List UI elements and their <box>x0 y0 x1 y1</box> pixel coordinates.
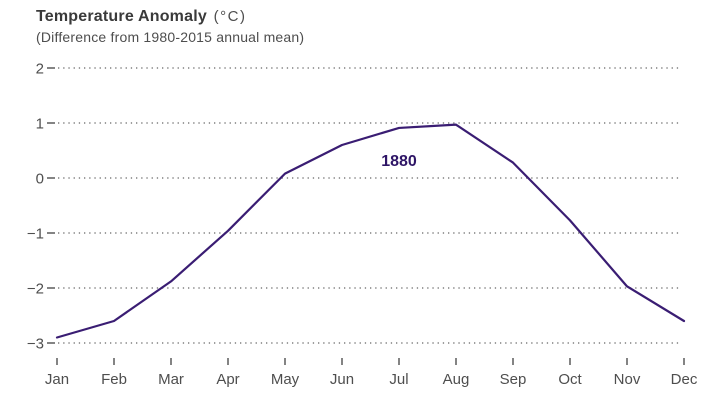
y-axis-label: 1 <box>36 115 44 132</box>
y-axis-label: −2 <box>27 280 44 297</box>
x-axis-label: Sep <box>500 371 527 388</box>
x-axis-label: Apr <box>216 371 239 388</box>
y-axis-label: −3 <box>27 335 44 352</box>
x-axis-label: Jan <box>45 371 69 388</box>
x-axis-label: Aug <box>443 371 470 388</box>
chart-header: Temperature Anomaly (°C) (Difference fro… <box>36 7 304 47</box>
y-axis-label: −1 <box>27 225 44 242</box>
page-title: Temperature Anomaly (°C) <box>36 7 304 27</box>
x-axis-label: Oct <box>558 371 582 388</box>
x-axis-label: Dec <box>671 371 698 388</box>
chart-title: Temperature Anomaly <box>36 8 207 25</box>
chart-title-unit: (°C) <box>213 8 247 25</box>
y-axis-label: 2 <box>36 60 44 77</box>
x-axis-label: May <box>271 371 300 388</box>
x-axis-label: Mar <box>158 371 184 388</box>
chart-subtitle: (Difference from 1980-2015 annual mean) <box>36 29 305 45</box>
x-axis-label: Nov <box>614 371 641 388</box>
x-axis-label: Jul <box>389 371 408 388</box>
y-axis-label: 0 <box>36 170 44 187</box>
series-annotation: 1880 <box>381 153 417 170</box>
x-axis-label: Feb <box>101 371 127 388</box>
x-axis-label: Jun <box>330 371 354 388</box>
data-line-1880 <box>55 123 686 339</box>
